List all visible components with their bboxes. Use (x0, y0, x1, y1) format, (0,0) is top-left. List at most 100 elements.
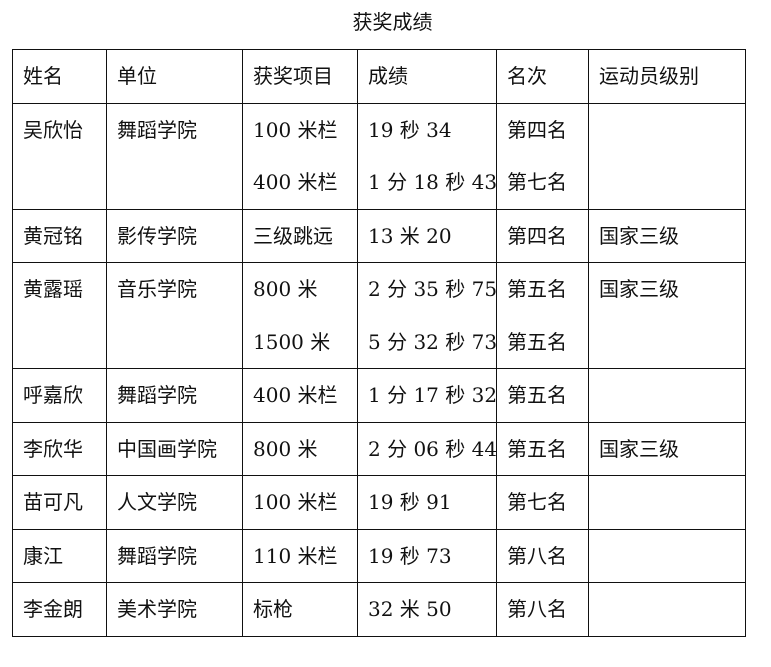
cell-result: 13 米 20 (357, 208, 497, 263)
header-event: 获奖项目 (242, 49, 358, 104)
cell-level-text (599, 104, 745, 156)
cell-rank-text: 第八名 (507, 597, 567, 621)
cell-rank-text: 第七名 (507, 170, 567, 194)
cell-unit-text: 美术学院 (117, 597, 197, 621)
cell-event-text: 110 米栏 (253, 543, 338, 568)
cell-event-text: 1500 米 (253, 329, 331, 354)
cell-name-text: 苗可凡 (23, 490, 83, 514)
cell-level (588, 102, 746, 210)
cell-unit-text: 人文学院 (117, 490, 197, 514)
cell-event: 800 米 (242, 421, 358, 476)
cell-unit: 音乐学院 (106, 262, 243, 369)
cell-name-text: 李金朗 (23, 597, 83, 621)
cell-event: 100 米栏 400 米栏 (242, 102, 358, 210)
cell-event: 标枪 (242, 582, 358, 637)
cell-rank-text: 第五名 (507, 277, 567, 301)
cell-result-text: 19 秒 34 (368, 117, 452, 142)
header-level: 运动员级别 (588, 49, 746, 104)
cell-unit-text: 舞蹈学院 (117, 543, 197, 568)
cell-result-text: 2 分 06 秒 44 (368, 436, 497, 461)
cell-result: 32 米 50 (357, 582, 497, 637)
cell-event-text: 标枪 (253, 597, 293, 621)
header-row: 姓名 单位 获奖项目 成绩 名次 运动员级别 (12, 49, 746, 104)
cell-name-text: 李欣华 (23, 436, 83, 461)
cell-level (588, 475, 746, 530)
table-row: 吴欣怡 舞蹈学院 100 米栏 400 米栏 19 秒 34 1 分 18 秒 43 第四名… (12, 102, 746, 210)
cell-unit: 人文学院 (106, 475, 243, 530)
cell-event-text: 800 米 (253, 436, 318, 461)
cell-result: 2 分 35 秒 75 5 分 32 秒 73 (357, 262, 497, 369)
cell-rank: 第八名 (496, 528, 589, 583)
cell-result: 19 秒 73 (357, 528, 497, 583)
cell-rank-text: 第五名 (507, 383, 567, 407)
cell-level (588, 528, 746, 583)
cell-unit: 影传学院 (106, 208, 243, 263)
cell-unit-text: 舞蹈学院 (117, 117, 197, 142)
cell-level-text (599, 530, 745, 582)
table-row: 李金朗 美术学院 标枪 32 米 50 第八名 (12, 582, 746, 637)
cell-event: 800 米 1500 米 (242, 262, 358, 369)
cell-event-text: 400 米栏 (253, 383, 338, 407)
cell-unit: 舞蹈学院 (106, 102, 243, 210)
header-name: 姓名 (12, 49, 107, 104)
cell-unit-text: 音乐学院 (117, 277, 197, 301)
cell-rank: 第五名 第五名 (496, 262, 589, 369)
cell-level-text: 国家三级 (599, 223, 679, 248)
table-row: 苗可凡 人文学院 100 米栏 19 秒 91 第七名 (12, 475, 746, 530)
cell-level-text (599, 476, 745, 528)
cell-name-text: 吴欣怡 (23, 117, 83, 142)
cell-name-text: 黄冠铭 (23, 223, 83, 248)
table-row: 李欣华 中国画学院 800 米 2 分 06 秒 44 第五名 国家三级 (12, 421, 746, 476)
table-row: 黄露瑶 音乐学院 800 米 1500 米 2 分 35 秒 75 5 分 32 秒 73… (12, 262, 746, 369)
cell-level: 国家三级 (588, 208, 746, 263)
cell-rank-text: 第八名 (507, 543, 567, 568)
cell-unit: 美术学院 (106, 582, 243, 637)
cell-name: 黄露瑶 (12, 262, 107, 369)
cell-name: 李欣华 (12, 421, 107, 476)
cell-event: 100 米栏 (242, 475, 358, 530)
cell-result-text: 13 米 20 (368, 223, 452, 248)
cell-unit: 舞蹈学院 (106, 528, 243, 583)
cell-event-text: 100 米栏 (253, 490, 338, 514)
header-unit: 单位 (106, 49, 243, 104)
cell-rank: 第四名 (496, 208, 589, 263)
cell-name: 吴欣怡 (12, 102, 107, 210)
cell-event: 110 米栏 (242, 528, 358, 583)
cell-level-text (599, 583, 745, 635)
table-row: 黄冠铭 影传学院 三级跳远 13 米 20 第四名 国家三级 (12, 208, 746, 263)
cell-result: 1 分 17 秒 32 (357, 368, 497, 423)
cell-result: 19 秒 91 (357, 475, 497, 530)
cell-unit-text: 舞蹈学院 (117, 383, 197, 407)
cell-result-text: 19 秒 73 (368, 543, 452, 568)
cell-result-text: 19 秒 91 (368, 490, 452, 514)
cell-rank: 第五名 (496, 368, 589, 423)
cell-level: 国家三级 (588, 262, 746, 369)
cell-unit-text: 中国画学院 (117, 436, 217, 461)
cell-event-text: 三级跳远 (253, 223, 333, 248)
cell-name: 黄冠铭 (12, 208, 107, 263)
cell-level-text (599, 369, 745, 421)
cell-level (588, 582, 746, 637)
cell-rank-text: 第五名 (507, 436, 567, 461)
cell-result-text: 1 分 17 秒 32 (368, 383, 497, 407)
cell-result-text: 5 分 32 秒 73 (368, 329, 497, 354)
cell-name: 李金朗 (12, 582, 107, 637)
cell-event: 400 米栏 (242, 368, 358, 423)
cell-rank-text: 第七名 (507, 490, 567, 514)
cell-name: 呼嘉欣 (12, 368, 107, 423)
cell-unit-text: 影传学院 (117, 223, 197, 248)
cell-event: 三级跳远 (242, 208, 358, 263)
cell-rank-text: 第四名 (507, 223, 567, 248)
cell-level-text: 国家三级 (599, 277, 679, 301)
cell-rank-text: 第五名 (507, 329, 567, 354)
cell-name-text: 黄露瑶 (23, 277, 83, 301)
table-row: 呼嘉欣 舞蹈学院 400 米栏 1 分 17 秒 32 第五名 (12, 368, 746, 423)
cell-rank: 第七名 (496, 475, 589, 530)
cell-name-text: 康江 (23, 543, 63, 568)
cell-rank: 第八名 (496, 582, 589, 637)
cell-event-text: 800 米 (253, 277, 318, 301)
cell-result-text: 32 米 50 (368, 597, 452, 621)
cell-name-text: 呼嘉欣 (23, 383, 83, 407)
cell-name: 康江 (12, 528, 107, 583)
cell-event-text: 100 米栏 (253, 117, 338, 142)
